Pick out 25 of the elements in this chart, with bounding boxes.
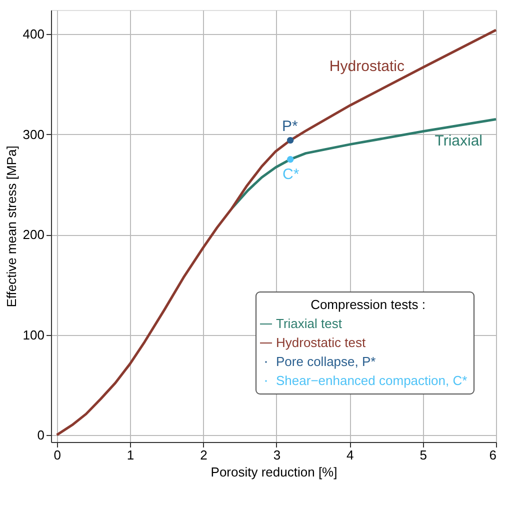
y-tick-label: 300 <box>22 126 44 142</box>
x-axis-title: Porosity reduction [%] <box>210 464 338 480</box>
x-tick-label: 3 <box>273 448 281 462</box>
annotation: Hydrostatic <box>329 58 405 76</box>
x-tick-label: 6 <box>489 448 496 462</box>
text: Shear−enhanced compaction, C* <box>276 373 468 388</box>
y-tick-label: 100 <box>22 327 44 342</box>
legend-label: Hydrostatic test <box>276 335 366 350</box>
y-axis-title: Effective mean stress [MPa] <box>4 146 19 308</box>
line-series <box>56 28 498 436</box>
line-series <box>230 118 498 210</box>
x-tick-label: 2 <box>200 448 208 462</box>
text: Pore collapse, P* <box>276 354 376 369</box>
x-tick-label: 0 <box>54 448 61 462</box>
x-tick-label: 5 <box>420 448 427 462</box>
annotation: P* <box>282 118 298 136</box>
legend-title: Compression tests : <box>310 297 426 312</box>
x-tick-label: 1 <box>126 448 134 462</box>
y-tick-label: 400 <box>22 26 44 42</box>
annotation: Triaxial <box>434 132 483 150</box>
annotation: C* <box>282 166 300 184</box>
y-tick-label: 200 <box>22 227 44 242</box>
y-tick-label: 0 <box>37 427 44 442</box>
x-tick-label: 4 <box>346 448 354 462</box>
legend-label: Triaxial test <box>276 316 342 331</box>
